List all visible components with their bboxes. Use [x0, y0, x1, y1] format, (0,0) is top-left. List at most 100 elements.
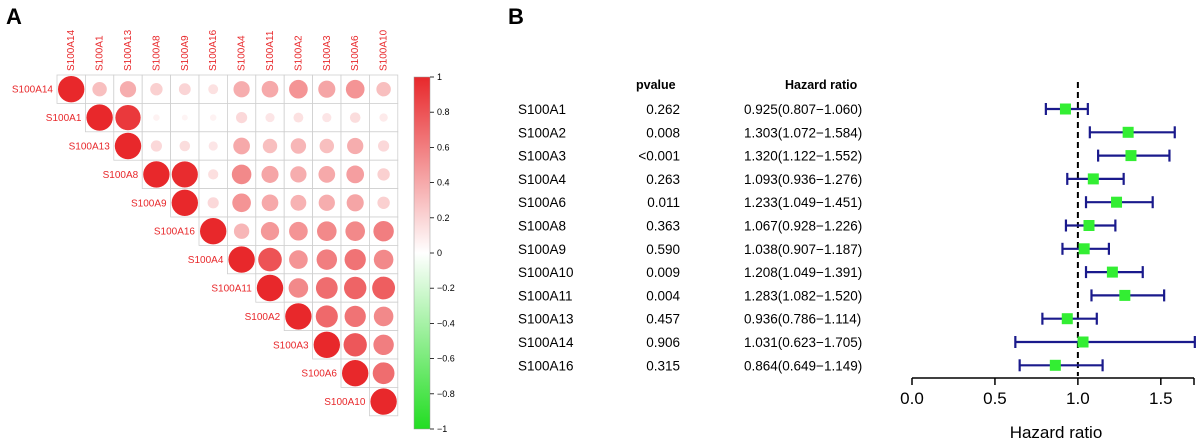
gene-label: S100A14	[518, 335, 574, 350]
hr-marker	[1049, 359, 1061, 371]
corr-circle	[377, 196, 390, 209]
corr-circle	[207, 197, 219, 209]
corr-cell	[340, 103, 370, 133]
hazard-ratio-cell: 0.864(0.649−1.149)	[744, 358, 862, 373]
corr-circle	[228, 246, 255, 273]
x-tick-label: 0.0	[900, 389, 924, 408]
corr-circle	[258, 247, 282, 272]
corr-row-label: S100A1	[46, 113, 82, 124]
pvalue-cell: 0.363	[646, 219, 680, 234]
corr-row-label: S100A2	[245, 312, 281, 323]
hr-marker	[1087, 173, 1099, 185]
corr-circle	[290, 194, 307, 211]
corr-row-label: S100A4	[188, 255, 224, 266]
hr-marker	[1119, 289, 1131, 301]
pvalue-cell: 0.262	[646, 102, 680, 117]
corr-circle	[119, 81, 137, 98]
corr-circle	[376, 81, 391, 97]
hazard-ratio-cell: 1.038(0.907−1.187)	[744, 242, 862, 257]
corr-col-label: S100A13	[123, 29, 134, 71]
x-tick-label: 1.5	[1149, 389, 1173, 408]
colorbar-tick-label: 0.8	[437, 107, 450, 117]
corr-circle	[179, 140, 191, 152]
gene-label: S100A8	[518, 219, 566, 234]
hazard-ratio-cell: 1.031(0.623−1.705)	[744, 335, 862, 350]
corr-circle	[232, 193, 251, 213]
hazard-ratio-cell: 1.283(1.082−1.520)	[744, 288, 862, 303]
corr-circle	[171, 161, 198, 188]
hazard-ratio-header: Hazard ratio	[785, 78, 858, 92]
hr-marker	[1125, 150, 1137, 162]
corr-col-label: S100A1	[95, 35, 106, 71]
corr-circle	[317, 221, 337, 241]
corr-circle	[318, 194, 335, 211]
colorbar-gradient	[413, 76, 431, 430]
hazard-ratio-cell: 0.936(0.786−1.114)	[744, 312, 861, 327]
colorbar-tick-label: 0.2	[437, 213, 450, 223]
hr-marker	[1061, 313, 1073, 325]
hazard-ratio-cell: 1.093(0.936−1.276)	[744, 172, 862, 187]
corr-circle	[208, 84, 219, 95]
panel-label-a: A	[6, 4, 22, 29]
corr-circle	[370, 388, 397, 415]
hr-marker	[1083, 220, 1095, 231]
corr-col-label: S100A10	[379, 29, 390, 71]
pvalue-cell: 0.263	[646, 172, 680, 187]
colorbar-tick-label: −0.8	[437, 389, 455, 399]
corr-col-label: S100A16	[208, 29, 219, 71]
hazard-ratio-cell: 0.925(0.807−1.060)	[744, 102, 862, 117]
gene-label: S100A6	[518, 195, 566, 210]
panel-label-b: B	[508, 4, 524, 29]
gene-label: S100A3	[518, 149, 566, 164]
corr-circle	[86, 104, 113, 131]
corr-circle	[345, 79, 365, 99]
gene-label: S100A13	[518, 312, 574, 327]
corr-circle	[265, 113, 275, 123]
corr-circle	[200, 218, 227, 245]
colorbar-tick-label: −0.2	[437, 283, 455, 293]
corr-row-label: S100A3	[273, 340, 309, 351]
corr-circle	[235, 111, 248, 124]
corr-circle	[150, 83, 163, 96]
hazard-ratio-cell: 1.320(1.122−1.552)	[744, 149, 862, 164]
corr-col-label: S100A4	[237, 35, 248, 71]
x-tick-label: 0.5	[983, 389, 1007, 408]
colorbar-tick-label: −0.4	[437, 318, 455, 328]
forest-plot: pvalue Hazard ratio Hazard ratio S100A1 0…	[518, 78, 1196, 442]
corr-circle	[377, 140, 390, 152]
corr-row-label: S100A16	[154, 227, 196, 238]
hr-marker	[1077, 336, 1089, 348]
colorbar-tick-label: −1	[437, 424, 447, 434]
gene-label: S100A9	[518, 242, 566, 257]
corr-circle	[208, 141, 218, 151]
corr-circle	[373, 220, 394, 242]
corr-circle	[349, 112, 361, 123]
corr-circle	[114, 132, 142, 160]
corr-circle	[322, 113, 332, 123]
corr-circle	[231, 164, 252, 185]
colorbar-tick-label: 0.6	[437, 142, 450, 152]
hazard-ratio-cell: 1.067(0.928−1.226)	[744, 219, 862, 234]
corr-circle	[343, 276, 367, 300]
corr-circle	[313, 331, 340, 358]
corr-circle	[285, 303, 312, 330]
colorbar-tick-label: 1	[437, 72, 442, 82]
corr-circle	[315, 305, 338, 328]
colorbar: 1 0.8 0.6 0.4 0.2 0 −0.2 −0.4 −0.6 −0.8 −1	[413, 72, 455, 434]
corr-circle	[290, 166, 307, 183]
corr-circle	[57, 76, 85, 103]
corr-col-label: S100A2	[293, 35, 304, 71]
corr-circle	[289, 79, 308, 99]
corr-circle	[379, 113, 388, 122]
colorbar-tick-label: 0.4	[437, 178, 450, 188]
corr-col-label: S100A8	[151, 35, 162, 71]
corr-circle	[261, 80, 279, 98]
corr-circle	[293, 112, 304, 123]
hazard-ratio-cell: 1.303(1.072−1.584)	[744, 125, 862, 140]
corr-circle	[115, 104, 141, 131]
gene-label: S100A4	[518, 172, 567, 187]
gene-label: S100A10	[518, 265, 574, 280]
corr-row-label: S100A11	[211, 284, 252, 295]
